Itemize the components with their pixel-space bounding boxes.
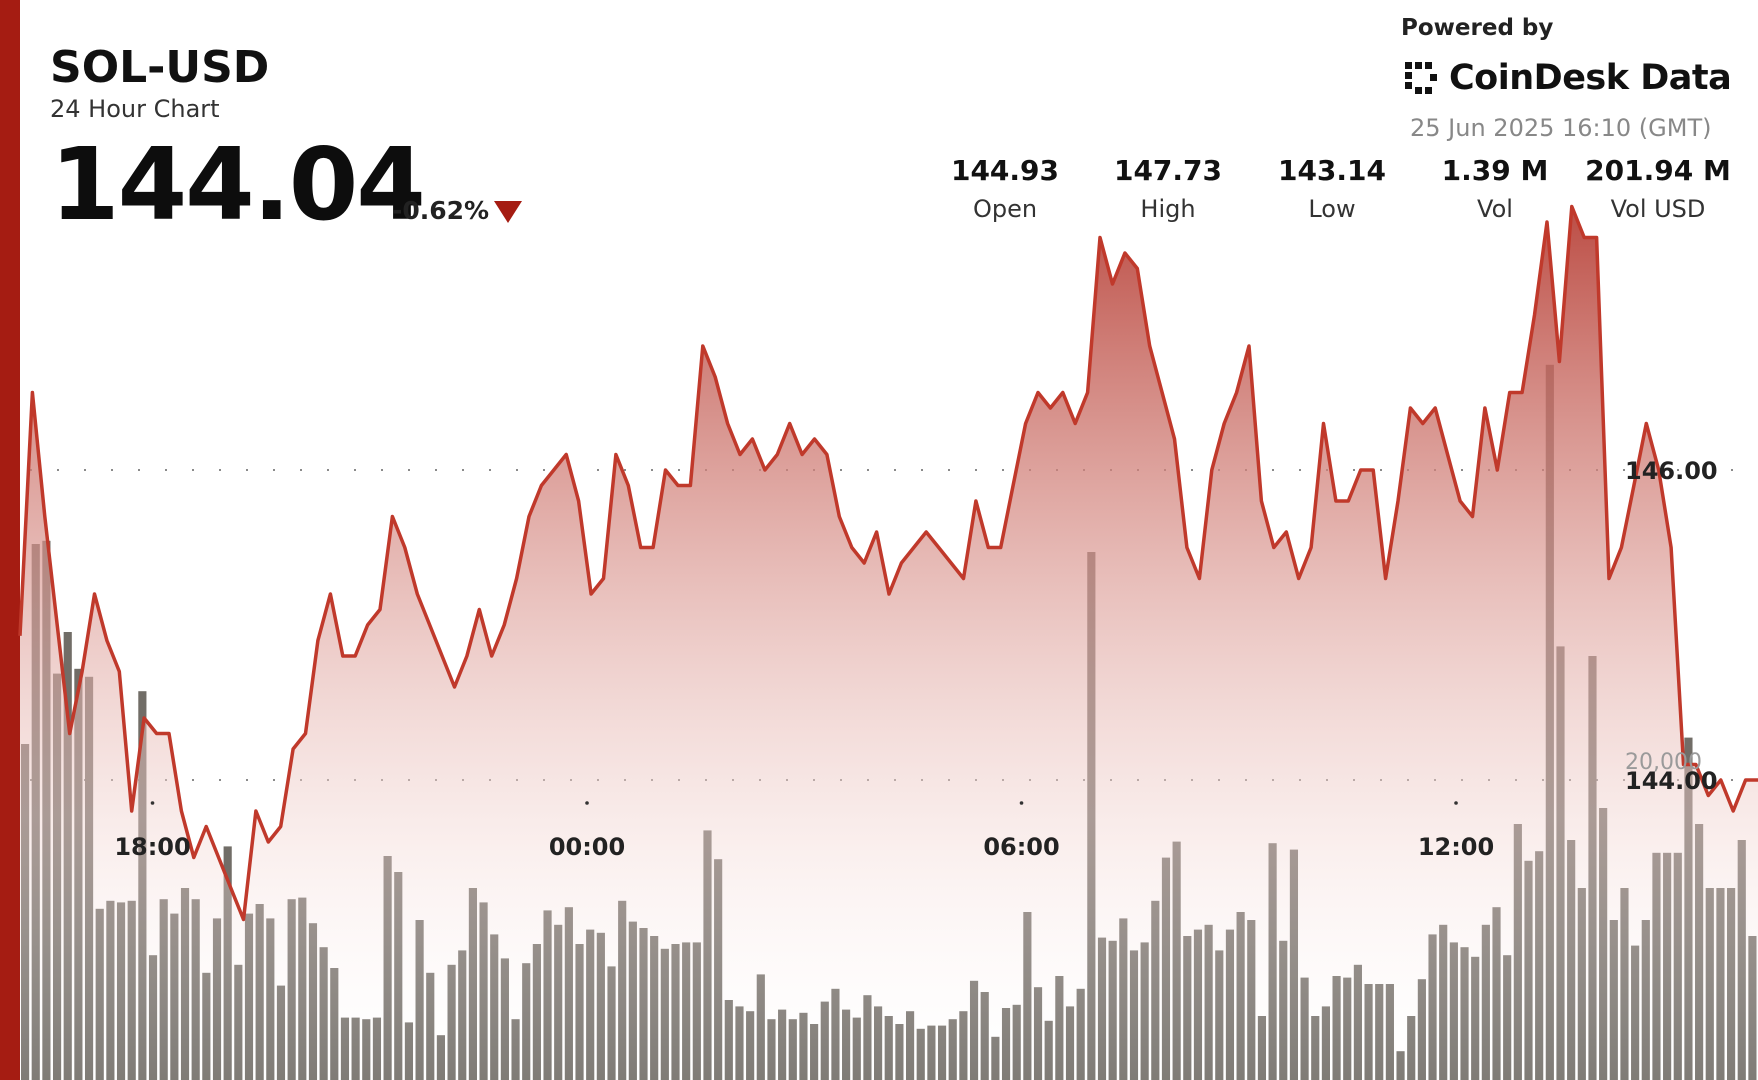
chart-subtitle: 24 Hour Chart xyxy=(50,95,220,123)
powered-by-label: Powered by xyxy=(1401,15,1554,41)
volume-tick-label: 20,000 xyxy=(1625,750,1702,775)
x-tick-dot xyxy=(585,801,589,805)
x-tick-dot xyxy=(150,801,155,805)
x-tick-label: 18:00 xyxy=(114,833,190,861)
stat-vol: 1.39 M Vol xyxy=(1415,154,1575,223)
stat-low-label: Low xyxy=(1308,195,1356,223)
accent-bar xyxy=(0,0,20,1080)
stat-high-value: 147.73 xyxy=(1113,154,1223,187)
x-tick-label: 12:00 xyxy=(1418,833,1494,861)
price-change-percent: -0.62% xyxy=(392,196,490,225)
price-line xyxy=(18,204,1758,922)
coindesk-logo-icon xyxy=(1405,62,1437,94)
price-area-fill xyxy=(20,206,1758,1080)
x-tick-dot xyxy=(1454,801,1458,805)
down-arrow-icon xyxy=(494,201,522,223)
stat-high-label: High xyxy=(1140,195,1196,223)
stat-vol-usd: 201.94 M Vol USD xyxy=(1578,154,1738,223)
stat-open-value: 144.93 xyxy=(950,154,1060,187)
coindesk-logo: CoinDesk Data xyxy=(1401,58,1732,98)
stat-vol-usd-label: Vol USD xyxy=(1610,195,1706,223)
x-tick-dot xyxy=(1019,801,1024,805)
price-tick-label: 146.00 xyxy=(1625,457,1718,485)
x-tick-label: 00:00 xyxy=(549,833,625,861)
stat-open-label: Open xyxy=(972,195,1038,223)
ticker-symbol: SOL-USD xyxy=(50,42,270,93)
stat-vol-usd-value: 201.94 M xyxy=(1585,154,1731,187)
stat-low-value: 143.14 xyxy=(1277,154,1387,187)
logo-text: CoinDesk Data xyxy=(1449,58,1732,98)
stat-vol-label: Vol xyxy=(1477,195,1513,223)
price-area xyxy=(18,204,1758,1080)
stat-open: 144.93 Open xyxy=(925,154,1085,223)
price-tick-label: 144.00 xyxy=(1625,767,1718,795)
data-timestamp: 25 Jun 2025 16:10 (GMT) xyxy=(1410,114,1712,142)
current-price: 144.04 xyxy=(50,126,426,243)
stat-vol-value: 1.39 M xyxy=(1441,154,1549,187)
stat-low: 143.14 Low xyxy=(1252,154,1412,223)
x-tick-label: 06:00 xyxy=(983,833,1059,861)
stat-high: 147.73 High xyxy=(1088,154,1248,223)
